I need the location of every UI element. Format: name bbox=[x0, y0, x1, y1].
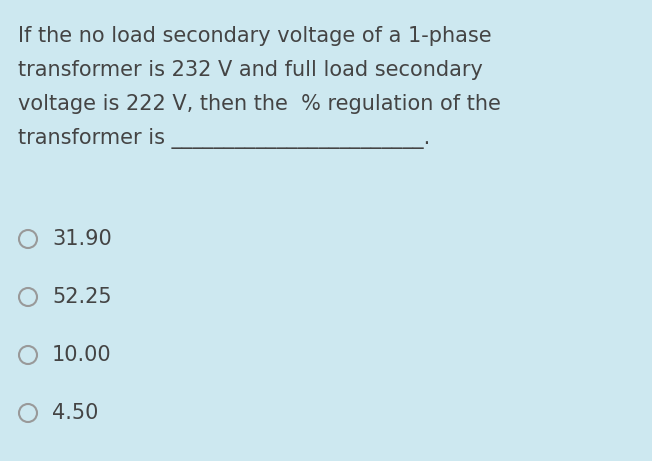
Circle shape bbox=[19, 230, 37, 248]
Text: voltage is 222 V, then the  % regulation of the: voltage is 222 V, then the % regulation … bbox=[18, 94, 501, 113]
Circle shape bbox=[19, 288, 37, 306]
Text: If the no load secondary voltage of a 1-phase: If the no load secondary voltage of a 1-… bbox=[18, 25, 492, 46]
Text: 52.25: 52.25 bbox=[52, 287, 111, 307]
Circle shape bbox=[19, 346, 37, 364]
Text: 4.50: 4.50 bbox=[52, 403, 98, 423]
Circle shape bbox=[19, 404, 37, 422]
Text: 10.00: 10.00 bbox=[52, 345, 111, 365]
Text: transformer is ________________________.: transformer is ________________________. bbox=[18, 128, 430, 148]
Text: transformer is 232 V and full load secondary: transformer is 232 V and full load secon… bbox=[18, 59, 483, 79]
Text: 31.90: 31.90 bbox=[52, 229, 111, 249]
